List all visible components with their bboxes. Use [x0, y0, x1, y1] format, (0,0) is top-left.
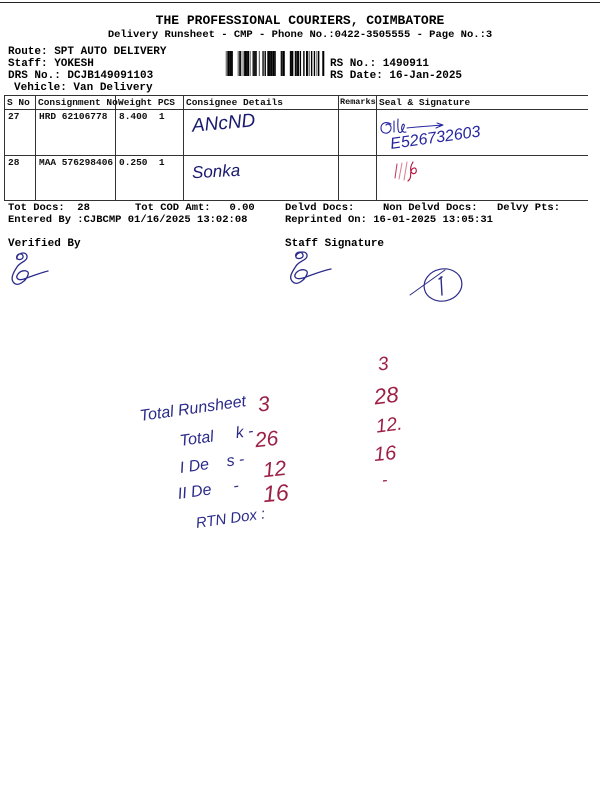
svg-text:E526732603: E526732603 [389, 123, 481, 152]
